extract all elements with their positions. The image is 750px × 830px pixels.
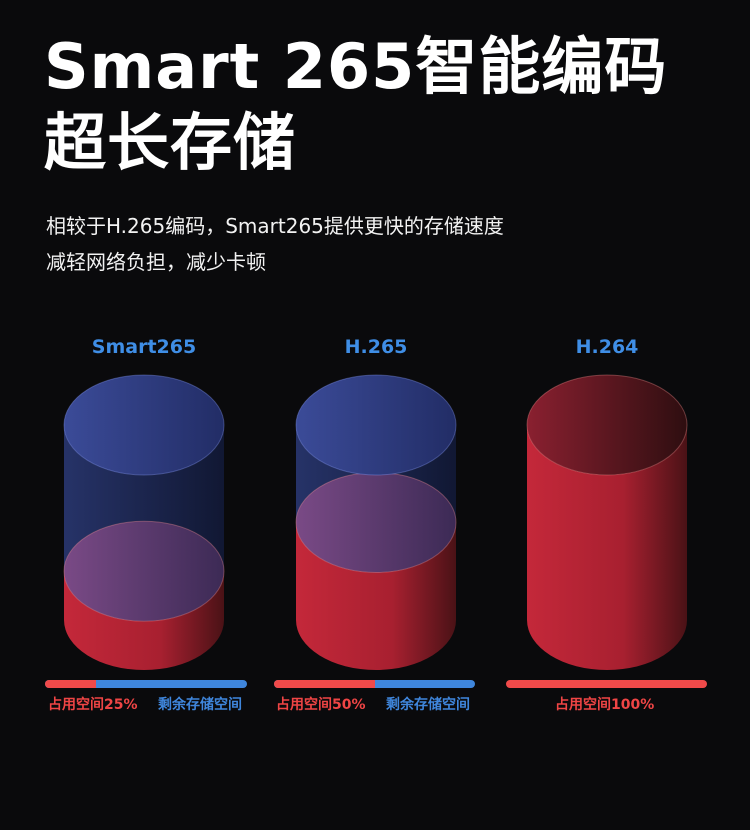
cylinder-filled-body — [296, 522, 457, 670]
remaining-caption-smart265: 剩余存储空间 — [158, 697, 242, 713]
cylinder-label-h264: H.264 — [575, 336, 639, 358]
usage-bar-h265 — [274, 680, 475, 688]
usage-bar-used — [274, 680, 375, 688]
used-caption-h264: 占用空间100% — [555, 697, 655, 713]
cylinder-fill-surface — [295, 472, 457, 573]
cylinder-filled-body — [64, 571, 224, 670]
usage-bar-smart265 — [45, 680, 247, 688]
subtitle-line1: 相较于H.265编码，Smart265提供更快的存储速度 — [46, 214, 504, 238]
cylinder-label-smart265: Smart265 — [91, 336, 197, 358]
cylinder-filled-body — [527, 425, 687, 670]
cylinder-fill-surface — [526, 374, 688, 476]
headline-line2: 超长存储 — [44, 106, 297, 179]
cylinder-fill-surface — [63, 520, 225, 622]
subtitle: 相较于H.265编码，Smart265提供更快的存储速度 减轻网络负担，减少卡顿 — [46, 208, 504, 280]
cylinder-top — [295, 374, 457, 476]
headline-line1: Smart 265智能编码 — [44, 30, 668, 103]
remaining-caption-h265: 剩余存储空间 — [386, 697, 470, 713]
cylinder-top — [63, 374, 225, 476]
cylinder-label-h265: H.265 — [344, 336, 408, 358]
usage-bar-used — [45, 680, 96, 688]
used-caption-smart265: 占用空间25% — [48, 697, 138, 713]
usage-bar-used — [506, 680, 707, 688]
used-caption-h265: 占用空间50% — [276, 697, 366, 713]
subtitle-line2: 减轻网络负担，减少卡顿 — [46, 250, 266, 274]
usage-bar-h264 — [506, 680, 707, 688]
